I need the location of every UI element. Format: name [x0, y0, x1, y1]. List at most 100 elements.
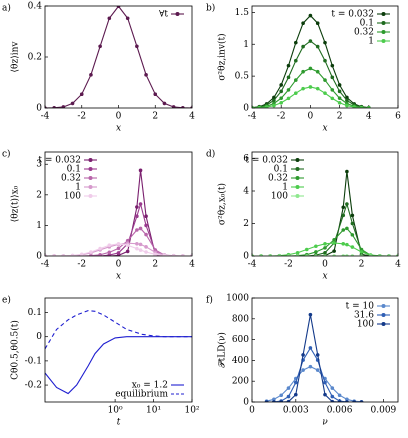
- plot-frame: [44, 5, 193, 109]
- data-point: [153, 252, 158, 256]
- data-point: [337, 89, 342, 94]
- data-point: [125, 16, 130, 21]
- data-point: [98, 252, 102, 256]
- data-point: [345, 169, 349, 174]
- x-tick-label: 10¹: [146, 406, 161, 416]
- data-point: [315, 44, 320, 49]
- legend-label: t = 10: [346, 302, 375, 312]
- legend-marker: [295, 176, 300, 180]
- legend-marker: [381, 30, 386, 34]
- data-point: [252, 254, 254, 256]
- data-point: [294, 78, 298, 82]
- data-point: [352, 400, 356, 402]
- panel-label: d): [206, 149, 215, 160]
- plot-frame: [251, 5, 399, 109]
- x-axis-label: x: [322, 124, 327, 134]
- legend-marker: [88, 158, 93, 162]
- legend-marker: [88, 185, 93, 189]
- data-point: [190, 106, 192, 108]
- data-point: [330, 394, 335, 399]
- data-point: [116, 251, 121, 255]
- data-point: [259, 254, 263, 256]
- data-point: [308, 13, 313, 18]
- data-point: [294, 392, 298, 397]
- legend-label: 0.1: [274, 165, 288, 175]
- data-point: [314, 244, 318, 249]
- y-tick-label: 800: [232, 314, 249, 324]
- data-point: [323, 254, 327, 256]
- data-point: [345, 400, 349, 402]
- data-point: [45, 106, 47, 108]
- x-tick-label: 0: [322, 260, 328, 270]
- data-point: [323, 250, 327, 255]
- data-point: [107, 243, 112, 248]
- data-point: [125, 249, 130, 254]
- data-point: [330, 96, 335, 101]
- x-tick-label: 4: [366, 112, 372, 122]
- data-point: [301, 368, 305, 372]
- data-point: [135, 241, 139, 246]
- legend-marker: [295, 167, 300, 171]
- data-point: [277, 254, 282, 256]
- y-axis-label: ⟨θz(t)⟩x₀: [10, 185, 21, 222]
- y-tick-label: 3: [36, 160, 42, 170]
- data-point: [332, 254, 336, 256]
- data-point: [337, 393, 342, 398]
- data-point: [153, 92, 158, 97]
- legend-label: 100: [64, 192, 81, 202]
- data-point: [272, 397, 276, 402]
- x-tick-label: 4: [189, 112, 195, 122]
- data-point: [286, 386, 291, 390]
- series-line: [252, 171, 398, 256]
- series-line: [45, 170, 192, 256]
- legend-label: x₀ = 1.2: [132, 381, 168, 391]
- series-line: [45, 310, 192, 350]
- x-tick-label: 0.009: [371, 406, 397, 416]
- data-point: [162, 101, 167, 106]
- data-point: [330, 75, 335, 80]
- x-tick-label: -2: [77, 112, 86, 122]
- data-point: [315, 21, 320, 26]
- data-point: [396, 254, 398, 256]
- data-point: [308, 346, 313, 350]
- x-tick-label: -2: [277, 112, 286, 122]
- data-point: [323, 242, 327, 246]
- data-point: [301, 21, 305, 26]
- data-point: [350, 213, 355, 218]
- data-point: [341, 205, 346, 210]
- data-point: [330, 88, 335, 92]
- data-point: [314, 254, 318, 256]
- data-point: [295, 254, 300, 256]
- x-axis-label: ν: [322, 418, 328, 428]
- data-point: [308, 364, 313, 369]
- y-tick-label: 1000: [226, 294, 249, 304]
- data-point: [359, 250, 364, 254]
- data-point: [286, 75, 291, 80]
- y-tick-label: 0: [36, 332, 42, 342]
- data-point: [171, 254, 176, 256]
- y-tick-label: 0: [243, 104, 249, 114]
- data-point: [45, 254, 47, 256]
- x-axis-label: t: [117, 418, 121, 428]
- series-line: [45, 6, 192, 108]
- y-axis-label: σ²θz,inv(t): [217, 33, 228, 80]
- data-point: [144, 73, 148, 77]
- data-point: [98, 44, 102, 49]
- data-point: [279, 89, 284, 94]
- legend-label: equilibrium: [115, 390, 168, 400]
- data-point: [359, 400, 364, 402]
- data-point: [308, 66, 313, 71]
- y-tick-label: -0.2: [25, 381, 42, 391]
- data-point: [323, 91, 327, 95]
- y-tick-label: 0: [243, 252, 249, 262]
- data-point: [330, 386, 335, 390]
- data-point: [138, 202, 143, 206]
- x-tick-label: 0.006: [327, 406, 353, 416]
- data-point: [301, 353, 305, 357]
- legend-marker: [381, 304, 386, 308]
- x-axis-label: x: [116, 124, 121, 134]
- data-point: [135, 246, 139, 251]
- legend-label: 0.1: [360, 19, 374, 29]
- x-tick-label: -4: [41, 260, 50, 270]
- data-point: [341, 254, 346, 256]
